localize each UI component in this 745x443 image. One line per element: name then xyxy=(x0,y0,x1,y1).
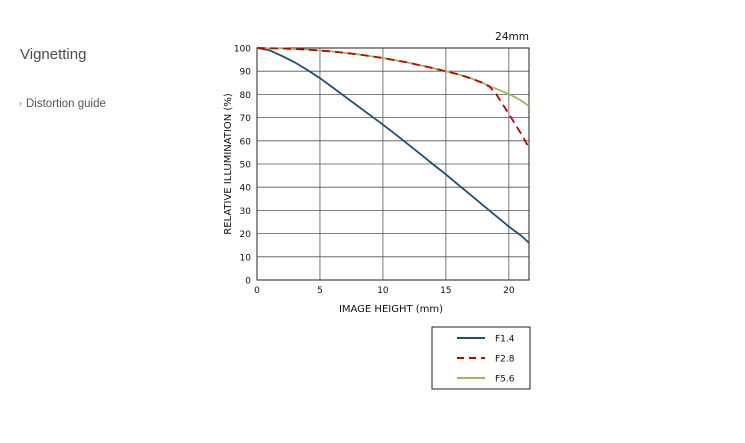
plot-frame xyxy=(256,47,530,281)
y-tick-label: 90 xyxy=(240,68,252,78)
y-tick-label: 20 xyxy=(240,230,252,240)
y-tick-label: 100 xyxy=(234,45,251,55)
chevron-right-icon: › xyxy=(19,98,22,108)
y-tick-label: 70 xyxy=(240,114,252,124)
series-line-f56 xyxy=(256,47,530,107)
legend-label: F2.8 xyxy=(495,355,515,365)
chart-title: 24mm xyxy=(495,31,529,43)
distortion-guide-link[interactable]: › Distortion guide xyxy=(19,98,106,110)
series-lines xyxy=(256,47,530,244)
section-title: Vignetting xyxy=(20,46,87,63)
x-axis-label: IMAGE HEIGHT (mm) xyxy=(339,304,443,315)
y-tick-label: 0 xyxy=(245,277,251,287)
y-tick-label: 80 xyxy=(240,91,252,101)
legend: F1.4 F2.8 F5.6 xyxy=(431,326,531,390)
x-tick-label: 15 xyxy=(440,286,451,296)
x-tick-label: 20 xyxy=(503,286,515,296)
y-tick-label: 10 xyxy=(240,253,252,263)
x-tick-label: 0 xyxy=(254,286,260,296)
x-tick-label: 5 xyxy=(317,286,323,296)
distortion-guide-label: Distortion guide xyxy=(26,98,106,110)
x-tick-label: 10 xyxy=(377,286,389,296)
series-line-f28 xyxy=(256,47,530,149)
y-axis-label: RELATIVE ILLUMINATION (%) xyxy=(223,93,234,235)
y-tick-label: 60 xyxy=(240,137,252,147)
grid xyxy=(256,47,529,281)
y-tick-label: 50 xyxy=(240,161,252,171)
axes: 0 10 20 30 40 50 60 70 80 90 100 0 5 10 15 20 xyxy=(234,45,530,296)
y-tick-label: 30 xyxy=(240,207,252,217)
series-line-f14 xyxy=(256,47,530,244)
y-tick-label: 40 xyxy=(240,184,252,194)
legend-label: F1.4 xyxy=(495,335,515,345)
legend-label: F5.6 xyxy=(495,375,515,385)
